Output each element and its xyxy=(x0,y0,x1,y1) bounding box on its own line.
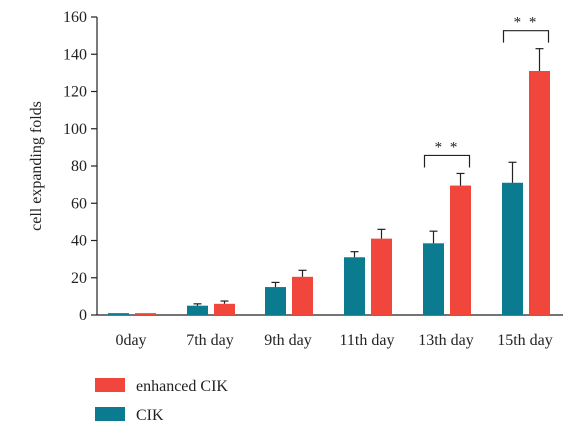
x-tick-label: 9th day xyxy=(264,332,312,349)
x-tick-label: 7th day xyxy=(186,332,234,349)
bar-cik xyxy=(502,182,523,315)
x-tick-label: 0day xyxy=(115,332,146,349)
y-axis: 0 20 40 60 80 100 120 140 160 xyxy=(63,9,98,324)
y-tick-label: 100 xyxy=(63,121,87,138)
bar-cik xyxy=(423,243,444,315)
bar-enhanced-cik xyxy=(371,238,392,315)
bar-cik xyxy=(108,313,129,315)
y-tick-label: 20 xyxy=(71,270,87,287)
x-tick-label: 13th day xyxy=(418,332,474,349)
y-tick-label: 60 xyxy=(71,195,87,212)
bar-cik xyxy=(344,257,365,315)
x-tick-label: 11th day xyxy=(340,332,395,349)
bar-enhanced-cik xyxy=(214,303,235,315)
legend-swatch xyxy=(95,407,125,421)
bar-enhanced-cik xyxy=(450,185,471,315)
x-tick-label: 15th day xyxy=(497,332,553,349)
legend-label: CIK xyxy=(136,407,164,423)
y-tick-label: 0 xyxy=(79,307,87,324)
significance-markers: * * * * xyxy=(423,15,550,168)
bar-cik xyxy=(187,305,208,315)
legend: enhanced CIK CIK xyxy=(95,378,228,423)
y-tick-label: 120 xyxy=(63,84,87,101)
bars xyxy=(108,48,550,315)
y-tick-label: 160 xyxy=(63,9,87,26)
bar-enhanced-cik xyxy=(292,276,313,315)
y-axis-label: cell expanding folds xyxy=(28,101,45,231)
legend-swatch xyxy=(95,378,125,392)
bar-enhanced-cik xyxy=(135,313,156,315)
bar-cik xyxy=(265,287,286,315)
significance-label: * * xyxy=(514,15,539,31)
y-tick-label: 140 xyxy=(63,46,87,63)
x-axis: 0day 7th day 9th day 11th day 13th day 15th d… xyxy=(97,314,563,349)
legend-label: enhanced CIK xyxy=(136,378,228,395)
significance-bracket xyxy=(502,30,550,43)
significance-bracket xyxy=(423,154,471,168)
bar-enhanced-cik xyxy=(529,71,550,315)
y-tick-label: 40 xyxy=(71,233,87,250)
significance-label: * * xyxy=(435,139,460,155)
y-tick-label: 80 xyxy=(71,158,87,175)
